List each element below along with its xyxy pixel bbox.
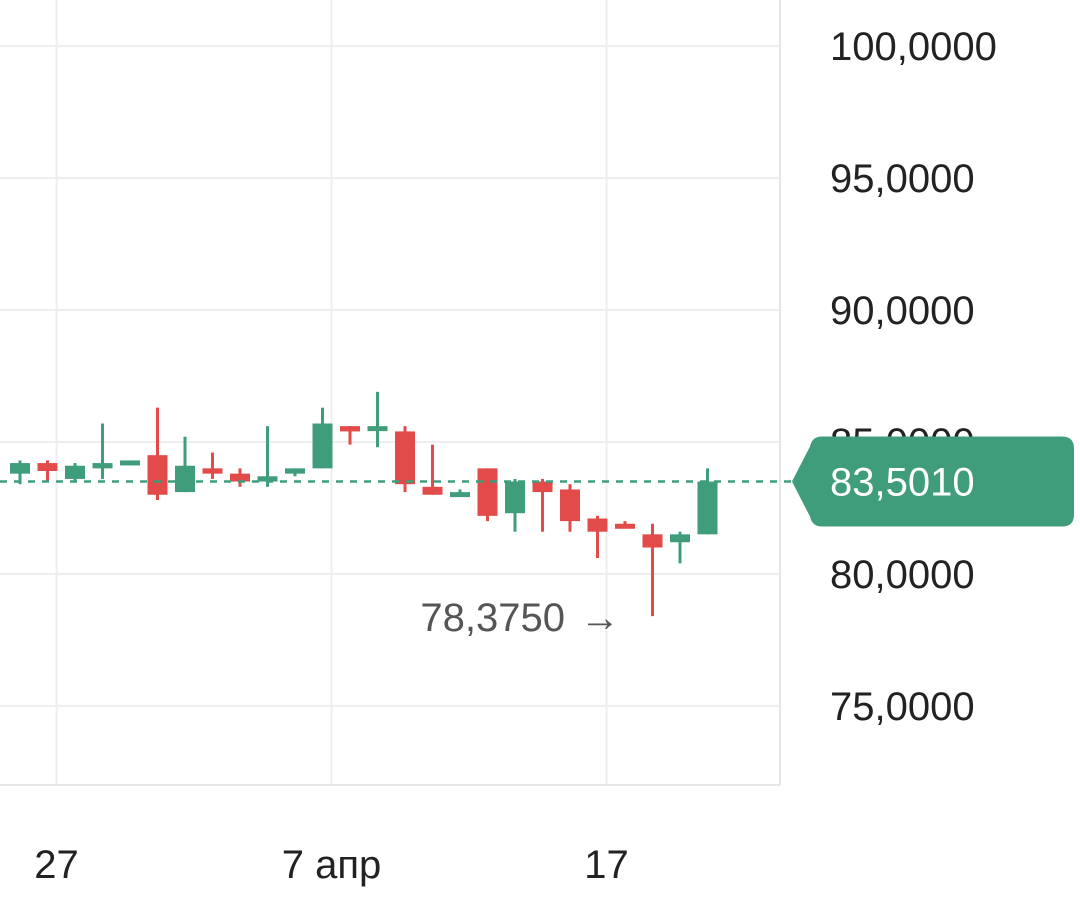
candle[interactable]	[257, 426, 278, 487]
candle-body	[477, 468, 498, 516]
candle-body	[395, 431, 415, 485]
candle[interactable]	[10, 460, 30, 485]
candle[interactable]	[587, 515, 608, 559]
min-price-marker: 78,3750 →	[420, 596, 620, 640]
candle-body	[340, 426, 360, 432]
x-tick-label: 17	[584, 843, 629, 887]
candle[interactable]	[175, 436, 195, 493]
candle-body	[312, 423, 333, 469]
candle[interactable]	[697, 468, 718, 535]
candle[interactable]	[285, 468, 305, 477]
candle-body	[532, 481, 553, 493]
candle[interactable]	[670, 531, 690, 564]
candle-body	[560, 489, 580, 522]
y-tick-label: 100,0000	[830, 25, 997, 69]
chart-grid	[0, 0, 781, 786]
candle-body	[65, 465, 85, 479]
candle-body	[697, 481, 718, 535]
candle-body	[285, 468, 305, 474]
candle[interactable]	[120, 460, 140, 466]
candles[interactable]	[10, 391, 718, 617]
candle[interactable]	[560, 484, 580, 532]
candle-body	[505, 481, 525, 514]
current-price-badge-shape	[792, 436, 1074, 527]
candle-body	[202, 468, 223, 474]
y-tick-label: 90,0000	[830, 289, 975, 333]
candle[interactable]	[37, 460, 58, 482]
candle[interactable]	[202, 452, 223, 479]
y-tick-label: 80,0000	[830, 553, 975, 597]
candle[interactable]	[642, 523, 663, 617]
candle-body	[10, 463, 30, 474]
candle-body	[670, 534, 690, 543]
candle-body	[37, 463, 58, 471]
min-price-label: 78,3750	[420, 596, 565, 640]
candle-body	[587, 518, 608, 532]
candle[interactable]	[230, 468, 250, 487]
candle[interactable]	[477, 468, 498, 522]
current-price-badge: 83,5010	[792, 436, 1074, 527]
candle-body	[147, 455, 168, 495]
candle-body	[92, 463, 113, 469]
candle[interactable]	[395, 426, 415, 493]
current-price-badge-text: 83,5010	[830, 461, 975, 505]
candle[interactable]	[615, 521, 635, 529]
y-tick-label: 75,0000	[830, 685, 975, 729]
candle[interactable]	[312, 407, 333, 469]
candle[interactable]	[147, 407, 168, 501]
min-price-arrow-icon: →	[580, 596, 620, 640]
candle[interactable]	[65, 463, 85, 482]
x-tick-label: 27	[34, 843, 79, 887]
candle[interactable]	[450, 489, 470, 498]
candle[interactable]	[92, 423, 113, 479]
candle-body	[367, 426, 388, 432]
x-axis-labels: 27 7 апр 17	[34, 843, 629, 887]
candle-body	[615, 523, 635, 529]
candle[interactable]	[505, 478, 525, 532]
candle-body	[450, 492, 470, 498]
candle[interactable]	[367, 391, 388, 448]
candle-body	[422, 486, 443, 495]
candle-body	[120, 460, 140, 466]
candle-body	[257, 476, 278, 482]
y-tick-label: 95,0000	[830, 157, 975, 201]
candle-body	[642, 534, 663, 548]
candle[interactable]	[422, 444, 443, 495]
candle[interactable]	[340, 426, 360, 445]
candle-body	[175, 465, 195, 493]
candle-body	[230, 473, 250, 482]
y-axis-labels: 100,000095,000090,000085,000080,000075,0…	[830, 25, 997, 729]
candle[interactable]	[532, 478, 553, 532]
x-tick-label: 7 апр	[282, 843, 382, 887]
